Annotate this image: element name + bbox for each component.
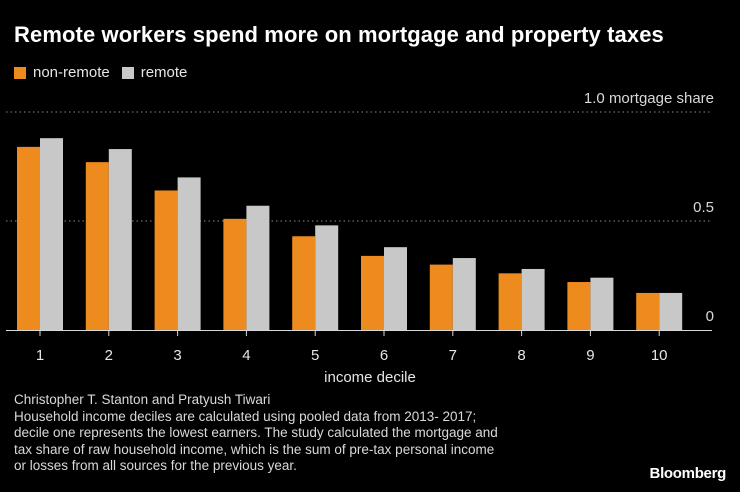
bar-remote-decile-2 — [108, 149, 132, 330]
bar-non-remote-decile-3 — [154, 190, 178, 330]
x-tick-label: 7 — [449, 347, 457, 364]
bar-remote-decile-6 — [384, 247, 407, 330]
legend-label-non-remote: non-remote — [33, 64, 110, 81]
bar-non-remote-decile-9 — [567, 282, 591, 330]
x-tick-label: 4 — [242, 347, 250, 364]
bloomberg-logo: Bloomberg — [649, 465, 727, 482]
x-tick-label: 6 — [380, 347, 388, 364]
legend-label-remote: remote — [140, 64, 188, 81]
chart-title: Remote workers spend more on mortgage an… — [14, 22, 664, 47]
x-tick-label: 3 — [173, 347, 181, 364]
bar-non-remote-decile-2 — [85, 162, 109, 330]
chart-footer: Christopher T. Stanton and Pratyush Tiwa… — [14, 392, 614, 475]
bar-non-remote-decile-8 — [498, 273, 522, 330]
bar-remote-decile-10 — [659, 292, 683, 330]
bar-remote-decile-1 — [40, 138, 63, 330]
bar-remote-decile-9 — [590, 277, 614, 330]
bar-remote-decile-4 — [246, 205, 270, 330]
bar-non-remote-decile-1 — [17, 146, 40, 330]
bar-non-remote-decile-7 — [429, 264, 453, 330]
bar-remote-decile-5 — [315, 225, 339, 330]
legend: non-remote remote — [14, 64, 199, 81]
x-tick-label: 5 — [311, 347, 319, 364]
x-tick-label: 1 — [36, 347, 44, 364]
x-axis-label: income decile — [324, 369, 416, 386]
y-tick-label: 0 — [706, 308, 714, 325]
footer-note-line: decile one represents the lowest earners… — [14, 425, 498, 440]
footer-note-line: or losses from all sources for the previ… — [14, 458, 297, 473]
bar-remote-decile-3 — [177, 177, 201, 330]
legend-swatch-remote — [121, 66, 134, 79]
y-tick-label: 1.0 mortgage share — [584, 90, 714, 107]
legend-swatch-non-remote — [14, 66, 26, 79]
y-tick-label: 0.5 — [693, 199, 714, 216]
bar-non-remote-decile-10 — [636, 292, 660, 330]
x-tick-label: 2 — [105, 347, 113, 364]
x-tick-label: 8 — [517, 347, 525, 364]
x-tick-label: 9 — [586, 347, 594, 364]
footer-source: Christopher T. Stanton and Pratyush Tiwa… — [14, 392, 271, 407]
x-tick-label: 10 — [651, 347, 668, 364]
footer-note-line: Household income deciles are calculated … — [14, 408, 477, 424]
bar-non-remote-decile-6 — [361, 255, 384, 330]
bar-non-remote-decile-4 — [223, 218, 247, 330]
bar-remote-decile-7 — [452, 258, 476, 330]
bar-remote-decile-8 — [521, 268, 545, 330]
footer-note-line: tax share of raw household income, which… — [14, 441, 495, 457]
bar-non-remote-decile-5 — [292, 236, 316, 330]
